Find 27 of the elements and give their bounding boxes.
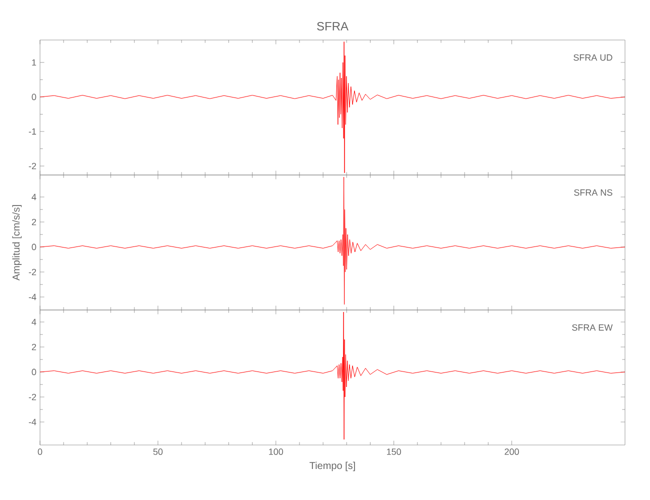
y-tick-label: 0 (32, 94, 36, 100)
y-tick-label: 2 (32, 218, 36, 226)
annotation: SFRA NS (574, 189, 612, 196)
y-tick-label: 2 (32, 344, 36, 350)
y-tick-label: 0 (32, 244, 36, 250)
y-tick-label: -2 (28, 268, 36, 276)
y-tick-label: -2 (28, 394, 36, 400)
y-tick-label: 4 (32, 318, 36, 326)
annotation: SFRA EW (572, 324, 613, 331)
line-series (40, 312, 625, 440)
y-tick-label: -4 (28, 294, 36, 300)
y-tick-label: 1 (32, 59, 36, 66)
y-axis-title: Amplitud [cm/s/s] (12, 205, 22, 281)
x-tick-label: 150 (387, 448, 401, 455)
y-tick-label: -1 (28, 128, 36, 135)
x-tick-label: 100 (269, 448, 284, 455)
chart-title: SFRA (317, 22, 348, 30)
x-tick-label: 200 (504, 448, 519, 455)
annotation: SFRA UD (574, 54, 612, 61)
x-tick-label: 50 (153, 448, 163, 455)
y-tick-label: 0 (32, 368, 36, 376)
x-tick-label: 0 (38, 448, 42, 455)
y-tick-label: -4 (28, 418, 36, 426)
y-tick-label: 4 (32, 194, 36, 200)
x-axis-title: Tiempo [s] (310, 462, 355, 472)
y-tick-label: -2 (28, 162, 36, 170)
line-series (40, 176, 625, 305)
